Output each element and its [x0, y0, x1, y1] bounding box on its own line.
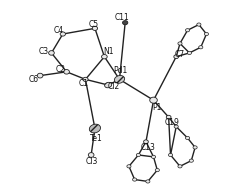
Text: C4: C4: [54, 26, 64, 35]
Ellipse shape: [199, 46, 203, 49]
Ellipse shape: [178, 42, 182, 45]
Ellipse shape: [185, 29, 190, 32]
Text: Cl2: Cl2: [108, 82, 120, 91]
Ellipse shape: [174, 125, 178, 128]
Ellipse shape: [133, 178, 137, 181]
Ellipse shape: [150, 97, 157, 103]
Ellipse shape: [88, 153, 94, 157]
Text: Cl3: Cl3: [86, 157, 98, 166]
Ellipse shape: [92, 26, 98, 30]
Text: C7: C7: [175, 50, 185, 59]
Ellipse shape: [193, 146, 197, 149]
Ellipse shape: [189, 159, 193, 162]
Ellipse shape: [49, 51, 54, 55]
Ellipse shape: [174, 55, 179, 59]
Text: C13: C13: [141, 143, 155, 152]
Ellipse shape: [123, 21, 128, 25]
Ellipse shape: [204, 33, 208, 36]
Ellipse shape: [187, 51, 191, 55]
Ellipse shape: [136, 153, 141, 156]
Text: Pd1: Pd1: [113, 66, 128, 75]
Text: N1: N1: [103, 47, 114, 57]
Ellipse shape: [146, 180, 150, 183]
Ellipse shape: [197, 23, 201, 26]
Text: C2: C2: [56, 65, 66, 74]
Text: C5: C5: [89, 20, 99, 29]
Text: C1: C1: [79, 79, 89, 88]
Text: C11: C11: [115, 13, 130, 22]
Ellipse shape: [144, 140, 148, 144]
Text: C19: C19: [165, 118, 180, 127]
Ellipse shape: [152, 155, 156, 158]
Ellipse shape: [105, 82, 112, 88]
Ellipse shape: [166, 115, 171, 119]
Ellipse shape: [89, 124, 101, 133]
Text: Te1: Te1: [90, 134, 103, 143]
Text: C3: C3: [39, 46, 49, 56]
Ellipse shape: [178, 165, 182, 168]
Ellipse shape: [114, 75, 125, 83]
Ellipse shape: [64, 70, 69, 74]
Ellipse shape: [127, 165, 131, 168]
Ellipse shape: [60, 32, 65, 36]
Ellipse shape: [37, 73, 43, 78]
Ellipse shape: [83, 77, 88, 81]
Text: C6: C6: [28, 75, 38, 84]
Ellipse shape: [168, 153, 173, 156]
Ellipse shape: [102, 55, 107, 59]
Ellipse shape: [155, 169, 159, 172]
Text: P1: P1: [153, 103, 162, 112]
Ellipse shape: [185, 136, 190, 139]
